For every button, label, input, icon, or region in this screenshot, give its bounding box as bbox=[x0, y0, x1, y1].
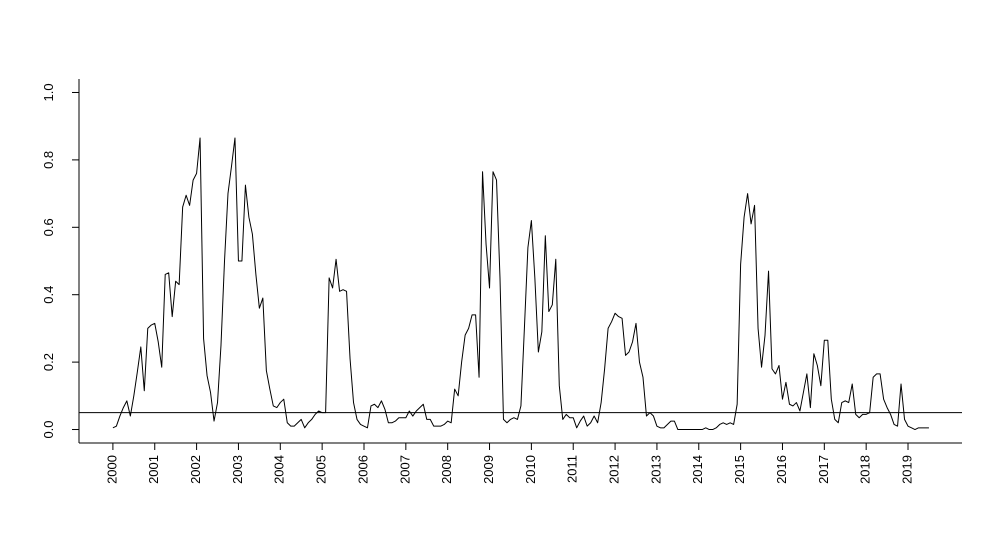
x-tick-label: 2000 bbox=[104, 455, 119, 484]
x-tick-label: 2009 bbox=[481, 455, 496, 484]
x-tick-label: 2019 bbox=[899, 455, 914, 484]
x-tick-label: 2005 bbox=[314, 455, 329, 484]
x-tick-label: 2010 bbox=[523, 455, 538, 484]
x-tick-label: 2007 bbox=[397, 455, 412, 484]
x-tick-label: 2013 bbox=[648, 455, 663, 484]
y-tick-label: 0.6 bbox=[41, 218, 56, 236]
x-tick-label: 2016 bbox=[774, 455, 789, 484]
x-tick-label: 2006 bbox=[355, 455, 370, 484]
x-tick-label: 2018 bbox=[858, 455, 873, 484]
x-tick-label: 2014 bbox=[690, 455, 705, 484]
x-tick-label: 2015 bbox=[732, 455, 747, 484]
y-tick-label: 0.2 bbox=[41, 353, 56, 371]
x-tick-label: 2011 bbox=[565, 455, 580, 483]
x-tick-label: 2004 bbox=[272, 455, 287, 484]
x-tick-label: 2002 bbox=[188, 455, 203, 484]
y-tick-label: 0.4 bbox=[41, 286, 56, 304]
y-tick-label: 0.0 bbox=[41, 420, 56, 438]
series-line bbox=[112, 137, 929, 431]
x-tick-label: 2003 bbox=[230, 455, 245, 484]
y-tick-label: 1.0 bbox=[41, 83, 56, 101]
x-tick-label: 2008 bbox=[439, 455, 454, 484]
x-tick-label: 2001 bbox=[146, 455, 161, 484]
x-tick-label: 2017 bbox=[816, 455, 831, 484]
y-tick-label: 0.8 bbox=[41, 151, 56, 169]
x-tick-label: 2012 bbox=[607, 455, 622, 484]
